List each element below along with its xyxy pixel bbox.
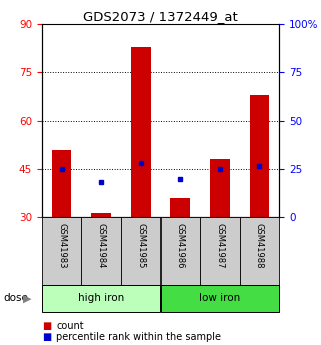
Text: ■: ■: [42, 321, 51, 331]
Bar: [240, 217, 279, 285]
Text: low iron: low iron: [199, 294, 240, 303]
Title: GDS2073 / 1372449_at: GDS2073 / 1372449_at: [83, 10, 238, 23]
Bar: [91, 213, 111, 217]
Bar: [52, 150, 71, 217]
Text: GSM41985: GSM41985: [136, 223, 145, 268]
Text: dose: dose: [3, 294, 28, 303]
Text: ▶: ▶: [22, 294, 31, 303]
Text: count: count: [56, 321, 84, 331]
Bar: [210, 159, 230, 217]
Bar: [42, 217, 81, 285]
Text: GSM41988: GSM41988: [255, 223, 264, 268]
Text: ■: ■: [42, 333, 51, 342]
Bar: [200, 217, 239, 285]
Text: high iron: high iron: [78, 294, 124, 303]
Text: GSM41986: GSM41986: [176, 223, 185, 268]
Bar: [249, 95, 269, 217]
Bar: [131, 47, 151, 217]
Bar: [160, 285, 279, 312]
Text: GSM41984: GSM41984: [97, 223, 106, 268]
Text: GSM41983: GSM41983: [57, 223, 66, 268]
Text: percentile rank within the sample: percentile rank within the sample: [56, 333, 221, 342]
Text: GSM41987: GSM41987: [215, 223, 224, 268]
Bar: [42, 285, 160, 312]
Bar: [82, 217, 121, 285]
Bar: [121, 217, 160, 285]
Bar: [160, 217, 200, 285]
Bar: [170, 198, 190, 217]
